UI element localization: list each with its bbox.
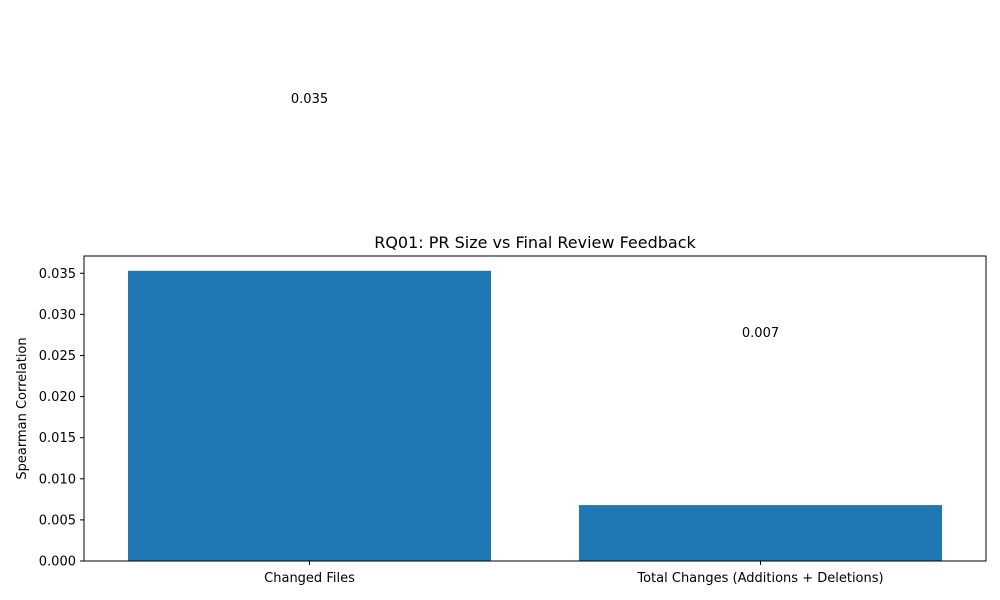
bar-1 <box>578 505 943 561</box>
chart-title: RQ01: PR Size vs Final Review Feedback <box>374 233 696 252</box>
y-tick-label-5: 0.025 <box>39 349 76 364</box>
data-label-0: 0.035 <box>291 92 328 107</box>
bars-layer <box>127 270 943 561</box>
y-axis-label: Spearman Correlation <box>15 337 30 479</box>
y-tick-label-6: 0.030 <box>39 308 76 323</box>
y-tick-label-3: 0.015 <box>39 431 76 446</box>
x-tick-label-0: Changed Files <box>264 571 355 586</box>
y-tick-label-4: 0.020 <box>39 390 76 405</box>
y-tick-label-7: 0.035 <box>39 267 76 282</box>
data-labels: 0.035 0.007 <box>291 92 779 341</box>
y-tick-label-0: 0.000 <box>39 555 76 570</box>
plot-frame <box>83 255 987 562</box>
x-tick-label-1: Total Changes (Additions + Deletions) <box>636 571 883 586</box>
data-label-1: 0.007 <box>742 326 779 341</box>
bar-0 <box>127 270 492 561</box>
x-ticks: Changed Files Total Changes (Additions + … <box>264 561 884 586</box>
y-ticks: 0.000 0.005 0.010 0.015 0.020 0.025 0.030 0.035 <box>39 267 84 570</box>
y-tick-label-2: 0.010 <box>39 472 76 487</box>
y-tick-label-1: 0.005 <box>39 513 76 528</box>
